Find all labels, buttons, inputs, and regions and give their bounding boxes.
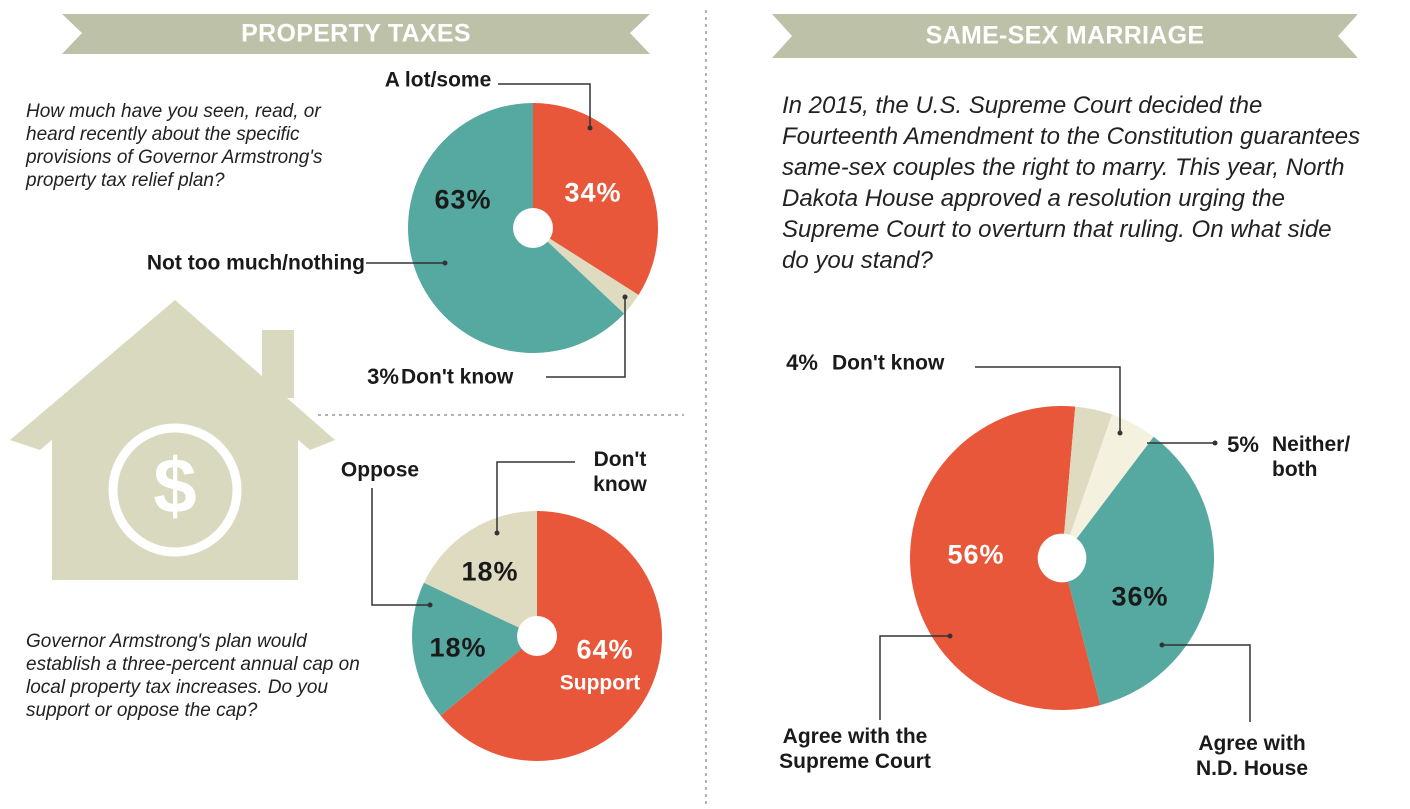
value-label: 64% <box>576 634 634 665</box>
pie-slice <box>533 228 639 314</box>
house-icon: $ <box>10 300 335 580</box>
leader-dot <box>1159 642 1165 648</box>
leader-line <box>1162 644 1251 722</box>
value-label: 18% <box>461 556 519 587</box>
value-label: 18% <box>429 632 487 663</box>
value-label: 4% <box>786 350 818 375</box>
leader-dot <box>947 633 953 639</box>
category-label: Agree with N.D. House <box>1195 732 1308 780</box>
leader-line <box>546 297 626 378</box>
svg-text:$: $ <box>153 442 196 530</box>
question: In 2015, the U.S. Supreme Court decided … <box>782 92 1361 274</box>
pie-slice <box>1062 436 1214 706</box>
category-label: Don't know <box>832 351 945 375</box>
leader-dot <box>587 125 593 131</box>
leader-line <box>879 635 950 720</box>
category-label: Neither/ both <box>1272 433 1351 481</box>
category-label: Not too much/nothing <box>146 251 365 275</box>
pie-slice <box>1062 406 1113 558</box>
donut-hole <box>513 208 553 248</box>
leader-line <box>975 366 1121 433</box>
leader-dot <box>442 260 448 266</box>
category-label: Support <box>559 671 641 695</box>
pie-slice <box>423 511 537 636</box>
value-label: 3% <box>367 364 399 389</box>
section-title: PROPERTY TAXES <box>241 19 471 48</box>
leader-line <box>496 461 575 533</box>
pie-slice <box>1062 414 1154 558</box>
value-label: 34% <box>564 177 622 208</box>
pie-slice <box>412 582 537 716</box>
value-label: 36% <box>1111 581 1169 612</box>
value-label: 5% <box>1227 432 1259 457</box>
donut-hole <box>1037 533 1087 583</box>
leader-line <box>498 83 591 128</box>
value-label: 56% <box>947 539 1005 570</box>
leader-dot <box>494 530 500 536</box>
banner-shape <box>62 14 650 54</box>
leader-dot <box>427 602 433 608</box>
pie-slice <box>533 103 659 295</box>
leader-dot <box>622 294 628 300</box>
category-label: Don't know <box>593 448 647 496</box>
pie-slice <box>910 405 1101 710</box>
leader-dot <box>1212 440 1218 446</box>
banner-shape <box>772 14 1358 58</box>
donut-hole <box>517 616 557 656</box>
section-title: SAME-SEX MARRIAGE <box>925 21 1205 50</box>
question: How much have you seen, read, or heard r… <box>26 101 323 191</box>
category-label: A lot/some <box>384 68 492 92</box>
category-label: Oppose <box>340 458 420 482</box>
category-label: Don't know <box>401 365 514 389</box>
question: Governor Armstrong's plan would establis… <box>26 631 360 721</box>
value-label: 63% <box>434 184 492 215</box>
leader-dot <box>1117 430 1123 436</box>
category-label: Agree with the Supreme Court <box>779 725 931 773</box>
leader-line <box>371 488 430 606</box>
